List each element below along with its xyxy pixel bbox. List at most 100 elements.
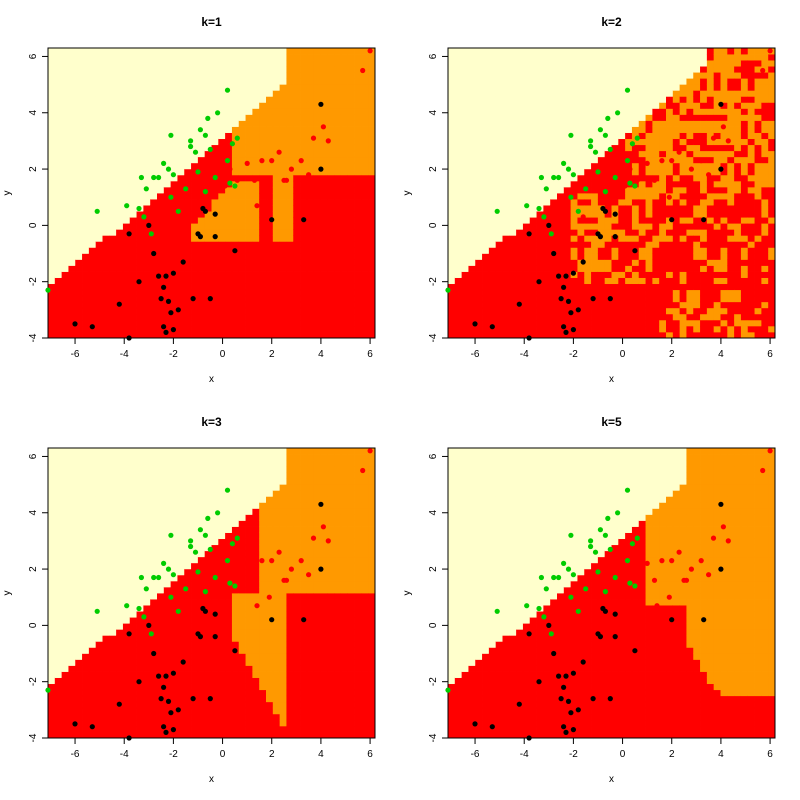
region-cell xyxy=(231,48,240,55)
region-cell xyxy=(679,283,687,291)
region-cell xyxy=(768,162,776,170)
region-cell xyxy=(625,199,633,206)
region-cell xyxy=(638,229,646,236)
region-cell xyxy=(625,90,633,97)
region-cell xyxy=(611,259,619,266)
region-cell xyxy=(272,253,281,260)
region-cell xyxy=(354,150,362,158)
region-cell xyxy=(327,247,335,254)
region-cell xyxy=(75,48,83,55)
region-cell xyxy=(313,193,321,200)
region-cell xyxy=(300,102,308,109)
region-cell xyxy=(286,205,294,212)
region-cell xyxy=(659,78,667,85)
region-cell xyxy=(516,90,524,97)
region-cell xyxy=(327,199,335,206)
region-cell xyxy=(238,168,246,176)
region-cell xyxy=(529,102,537,109)
region-cell xyxy=(454,120,463,127)
region-cell xyxy=(197,253,206,260)
region-cell xyxy=(272,271,281,278)
region-cell xyxy=(361,319,369,327)
region-cell xyxy=(368,229,376,236)
region-cell xyxy=(361,156,369,164)
region-cell xyxy=(754,193,762,200)
region-cell xyxy=(68,114,76,121)
point-red xyxy=(706,172,712,178)
region-cell xyxy=(761,205,769,212)
region-cell xyxy=(102,60,110,67)
region-cell xyxy=(645,126,653,133)
region-cell xyxy=(245,253,253,260)
region-cell xyxy=(550,66,558,73)
region-cell xyxy=(347,156,355,164)
region-cell xyxy=(211,162,219,170)
region-cell xyxy=(272,211,281,218)
region-cell xyxy=(54,580,63,588)
region-cell xyxy=(266,235,274,242)
region-cell xyxy=(454,301,463,309)
region-cell xyxy=(163,259,172,266)
region-cell xyxy=(354,108,362,115)
region-cell xyxy=(591,211,599,218)
region-cell xyxy=(184,211,192,218)
region-cell xyxy=(509,223,517,230)
region-cell xyxy=(468,277,476,285)
region-cell xyxy=(259,84,267,91)
region-cell xyxy=(61,665,69,672)
region-cell xyxy=(157,199,165,206)
region-cell xyxy=(516,331,524,339)
region-cell xyxy=(102,120,110,127)
region-cell xyxy=(652,325,660,333)
region-cell xyxy=(122,259,131,266)
region-cell xyxy=(272,162,281,170)
region-cell xyxy=(82,241,90,248)
region-cell xyxy=(448,307,456,315)
region-cell xyxy=(191,241,199,248)
region-cell xyxy=(468,217,476,224)
region-cell xyxy=(340,66,349,73)
region-cell xyxy=(327,174,335,182)
region-cell xyxy=(75,144,83,152)
region-cell xyxy=(293,265,301,272)
region-cell xyxy=(191,156,199,164)
region-cell xyxy=(754,66,762,73)
region-cell xyxy=(591,319,599,327)
region-cell xyxy=(495,277,503,285)
region-cell xyxy=(591,174,599,182)
region-cell xyxy=(768,277,776,285)
region-cell xyxy=(129,217,137,224)
region-cell xyxy=(686,90,694,97)
region-cell xyxy=(747,48,755,55)
region-cell xyxy=(761,186,769,194)
region-cell xyxy=(747,186,755,194)
region-cell xyxy=(461,84,469,91)
region-cell xyxy=(61,701,69,709)
region-cell xyxy=(279,60,287,67)
region-cell xyxy=(754,156,762,164)
region-cell xyxy=(361,253,369,260)
region-cell xyxy=(252,186,260,194)
region-cell xyxy=(536,193,544,200)
region-cell xyxy=(454,138,463,146)
region-cell xyxy=(197,48,206,55)
region-cell xyxy=(347,174,355,182)
region-cell xyxy=(625,102,633,109)
region-cell xyxy=(761,126,769,133)
region-cell xyxy=(48,653,56,660)
region-cell xyxy=(225,114,233,121)
point-green xyxy=(588,138,594,144)
region-cell xyxy=(218,331,226,339)
region-cell xyxy=(727,235,735,242)
region-cell xyxy=(129,301,137,309)
region-cell xyxy=(177,283,185,291)
region-cell xyxy=(143,66,151,73)
region-cell xyxy=(197,108,206,115)
region-cell xyxy=(61,217,69,224)
region-cell xyxy=(143,331,151,339)
region-cell xyxy=(502,229,510,236)
region-cell xyxy=(522,199,531,206)
region-cell xyxy=(136,319,144,327)
region-cell xyxy=(604,102,612,109)
region-cell xyxy=(340,193,349,200)
